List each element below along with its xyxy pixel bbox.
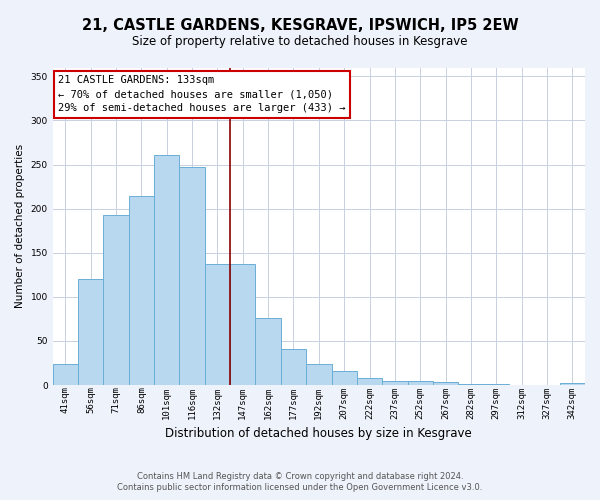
Bar [179, 167, 205, 385]
Bar [332, 371, 357, 385]
Bar [357, 378, 382, 385]
Bar [256, 318, 281, 385]
Bar [382, 380, 407, 385]
Bar [560, 384, 585, 385]
Text: Size of property relative to detached houses in Kesgrave: Size of property relative to detached ho… [132, 35, 468, 48]
Text: 21 CASTLE GARDENS: 133sqm
← 70% of detached houses are smaller (1,050)
29% of se: 21 CASTLE GARDENS: 133sqm ← 70% of detac… [58, 76, 346, 114]
Text: 21, CASTLE GARDENS, KESGRAVE, IPSWICH, IP5 2EW: 21, CASTLE GARDENS, KESGRAVE, IPSWICH, I… [82, 18, 518, 32]
X-axis label: Distribution of detached houses by size in Kesgrave: Distribution of detached houses by size … [166, 427, 472, 440]
Bar [281, 349, 306, 385]
Bar [154, 155, 179, 385]
Bar [230, 264, 256, 385]
Bar [306, 364, 332, 385]
Y-axis label: Number of detached properties: Number of detached properties [15, 144, 25, 308]
Bar [78, 279, 103, 385]
Bar [129, 196, 154, 385]
Bar [458, 384, 484, 385]
Bar [407, 380, 433, 385]
Bar [433, 382, 458, 385]
Bar [484, 384, 509, 385]
Bar [103, 215, 129, 385]
Bar [205, 264, 230, 385]
Text: Contains HM Land Registry data © Crown copyright and database right 2024.
Contai: Contains HM Land Registry data © Crown c… [118, 472, 482, 492]
Bar [53, 364, 78, 385]
